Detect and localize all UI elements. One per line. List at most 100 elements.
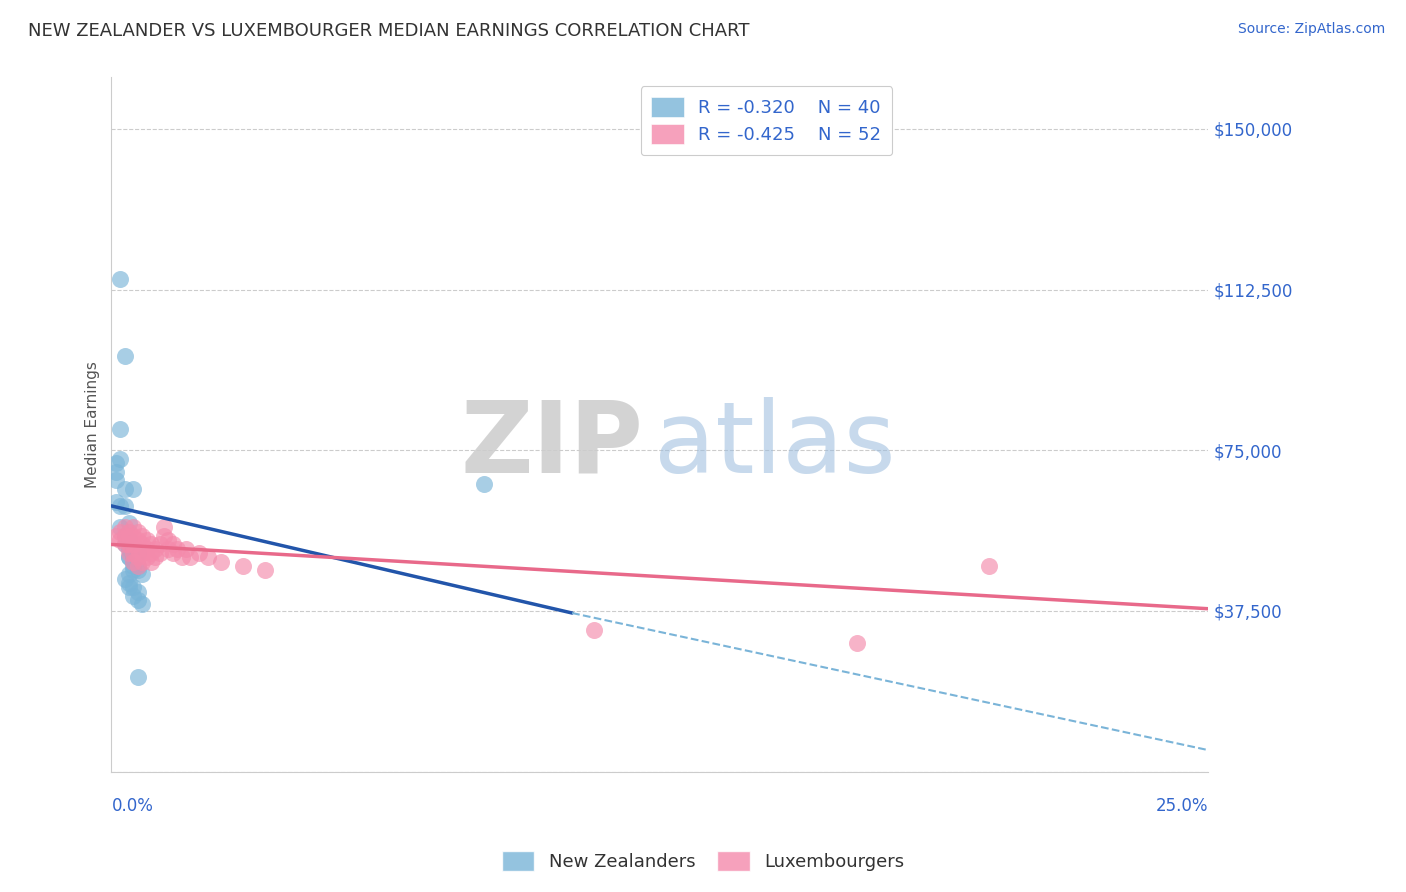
Point bbox=[122, 580, 145, 594]
Point bbox=[162, 546, 184, 560]
Y-axis label: Median Earnings: Median Earnings bbox=[86, 361, 100, 488]
Point bbox=[122, 555, 145, 569]
Point bbox=[122, 529, 145, 543]
Point bbox=[122, 537, 145, 551]
Point bbox=[104, 473, 127, 487]
Point bbox=[122, 550, 145, 565]
Point bbox=[108, 422, 131, 436]
Point bbox=[131, 529, 153, 543]
Point bbox=[108, 524, 131, 539]
Point bbox=[114, 482, 136, 496]
Point bbox=[135, 533, 157, 548]
Point bbox=[118, 576, 141, 591]
Text: NEW ZEALANDER VS LUXEMBOURGER MEDIAN EARNINGS CORRELATION CHART: NEW ZEALANDER VS LUXEMBOURGER MEDIAN EAR… bbox=[28, 22, 749, 40]
Point bbox=[108, 451, 131, 466]
Point bbox=[127, 558, 149, 573]
Point bbox=[122, 541, 145, 556]
Point bbox=[122, 555, 145, 569]
Point bbox=[153, 520, 176, 534]
Point bbox=[118, 529, 141, 543]
Point bbox=[127, 558, 149, 573]
Point bbox=[122, 589, 145, 603]
Point bbox=[122, 520, 145, 534]
Point bbox=[253, 563, 276, 577]
Point bbox=[135, 550, 157, 565]
Point bbox=[188, 546, 211, 560]
Text: 25.0%: 25.0% bbox=[1156, 797, 1208, 814]
Point bbox=[104, 456, 127, 470]
Point bbox=[104, 494, 127, 508]
Point bbox=[127, 550, 149, 565]
Point bbox=[143, 550, 166, 565]
Point bbox=[118, 541, 141, 556]
Point bbox=[977, 558, 1000, 573]
Point bbox=[131, 546, 153, 560]
Point bbox=[108, 533, 131, 548]
Point bbox=[143, 541, 166, 556]
Point bbox=[118, 524, 141, 539]
Point bbox=[157, 541, 180, 556]
Point bbox=[153, 529, 176, 543]
Point bbox=[114, 529, 136, 543]
Point bbox=[162, 537, 184, 551]
Point bbox=[118, 516, 141, 530]
Point bbox=[232, 558, 254, 573]
Point bbox=[131, 537, 153, 551]
Point bbox=[127, 546, 149, 560]
Point bbox=[135, 541, 157, 556]
Point bbox=[114, 537, 136, 551]
Point bbox=[118, 567, 141, 582]
Point bbox=[108, 520, 131, 534]
Legend: New Zealanders, Luxembourgers: New Zealanders, Luxembourgers bbox=[495, 844, 911, 879]
Point bbox=[170, 550, 193, 565]
Point bbox=[131, 555, 153, 569]
Point bbox=[149, 537, 172, 551]
Point bbox=[127, 563, 149, 577]
Point bbox=[131, 598, 153, 612]
Point bbox=[127, 524, 149, 539]
Point bbox=[127, 541, 149, 556]
Legend: R = -0.320    N = 40, R = -0.425    N = 52: R = -0.320 N = 40, R = -0.425 N = 52 bbox=[641, 87, 893, 155]
Point bbox=[209, 555, 232, 569]
Point bbox=[157, 533, 180, 548]
Text: ZIP: ZIP bbox=[461, 397, 644, 494]
Point bbox=[122, 558, 145, 573]
Point bbox=[104, 529, 127, 543]
Point bbox=[139, 546, 162, 560]
Point bbox=[179, 550, 201, 565]
Point bbox=[846, 636, 869, 650]
Point bbox=[127, 584, 149, 599]
Point bbox=[474, 477, 496, 491]
Point bbox=[122, 563, 145, 577]
Point bbox=[139, 537, 162, 551]
Point bbox=[118, 550, 141, 565]
Point bbox=[114, 520, 136, 534]
Point bbox=[127, 593, 149, 607]
Point bbox=[118, 580, 141, 594]
Point bbox=[127, 670, 149, 684]
Point bbox=[104, 465, 127, 479]
Point bbox=[118, 546, 141, 560]
Point bbox=[114, 572, 136, 586]
Point bbox=[114, 537, 136, 551]
Point bbox=[139, 555, 162, 569]
Point bbox=[114, 529, 136, 543]
Point bbox=[127, 533, 149, 548]
Text: Source: ZipAtlas.com: Source: ZipAtlas.com bbox=[1237, 22, 1385, 37]
Point bbox=[149, 546, 172, 560]
Point bbox=[174, 541, 197, 556]
Point bbox=[197, 550, 219, 565]
Point bbox=[583, 623, 606, 637]
Text: 0.0%: 0.0% bbox=[111, 797, 153, 814]
Point bbox=[118, 550, 141, 565]
Point bbox=[122, 482, 145, 496]
Point bbox=[114, 499, 136, 513]
Point bbox=[114, 349, 136, 363]
Point bbox=[118, 533, 141, 548]
Point bbox=[122, 546, 145, 560]
Point bbox=[131, 567, 153, 582]
Point bbox=[108, 272, 131, 286]
Point bbox=[118, 537, 141, 551]
Text: atlas: atlas bbox=[654, 397, 896, 494]
Point bbox=[108, 499, 131, 513]
